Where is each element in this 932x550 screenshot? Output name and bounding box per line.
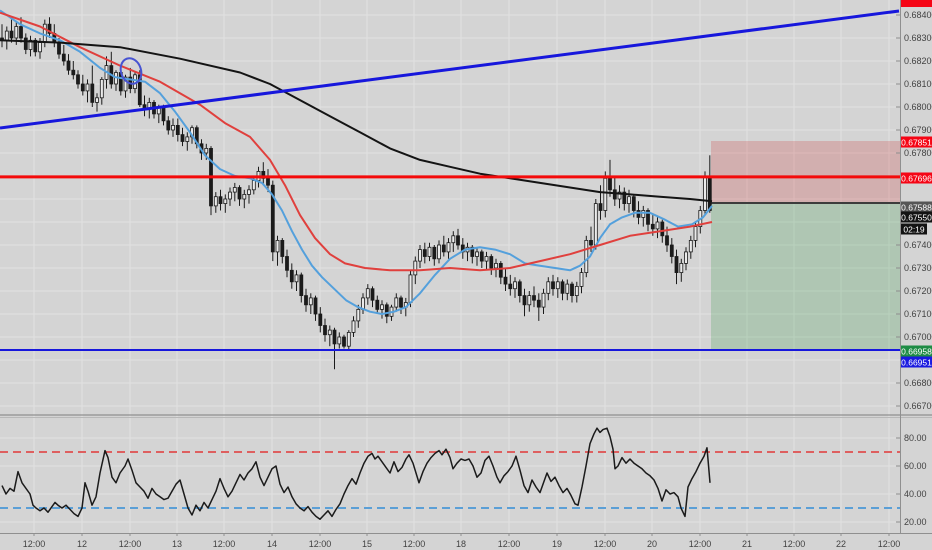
rsi-line — [1, 427, 711, 520]
ellipse-annotation[interactable] — [117, 56, 144, 87]
take-profit-zone[interactable] — [711, 203, 900, 350]
price-flag-label — [901, 356, 932, 368]
price-flag-text: 0.66951 — [901, 358, 932, 368]
time-axis[interactable]: 12:00 12 12:00 13 12:00 14 12:00 15 12:00 18 12:00… — [23, 533, 901, 549]
time-tick-label: 20 — [647, 539, 657, 549]
ma-red-line — [0, 11, 713, 272]
moving-average-lines — [0, 9, 713, 315]
time-tick-label: 18 — [456, 539, 466, 549]
time-tick-label: 12:00 — [119, 539, 142, 549]
price-tick-label: 0.66700 — [904, 401, 932, 411]
price-flag-label — [901, 211, 932, 223]
time-tick-label: 21 — [742, 539, 752, 549]
time-tick-label: 12:00 — [403, 539, 426, 549]
price-flag-label — [901, 201, 932, 213]
ascending-trendline[interactable] — [0, 9, 900, 130]
ma-blue-line — [0, 9, 713, 315]
price-flag-text: 0.67588 — [901, 203, 932, 213]
time-tick-label: 22 — [836, 539, 846, 549]
time-tick-label: 12:00 — [878, 539, 901, 549]
time-tick-label: 19 — [552, 539, 562, 549]
grid-lines — [0, 0, 900, 533]
price-flag-text: 0.67550 — [901, 213, 932, 223]
chart-drawings[interactable] — [0, 9, 900, 351]
time-tick-label: 12:00 — [213, 539, 236, 549]
price-flag-label — [901, 223, 927, 235]
rsi-tick-label: 40.00 — [904, 489, 927, 499]
rsi-tick-label: 20.00 — [904, 517, 927, 527]
cut-price-label — [901, 0, 932, 7]
short-position-tool[interactable] — [711, 141, 900, 350]
time-tick-label: 12:00 — [498, 539, 521, 549]
price-flag-label — [901, 172, 932, 184]
time-tick-label: 12:00 — [23, 539, 46, 549]
time-tick-label: 15 — [362, 539, 372, 549]
candlestick-series — [0, 17, 712, 370]
time-tick-label: 12:00 — [689, 539, 712, 549]
time-tick-label: 12 — [77, 539, 87, 549]
time-tick-label: 13 — [172, 539, 182, 549]
rsi-pane[interactable] — [0, 427, 900, 520]
time-tick-label: 12:00 — [783, 539, 806, 549]
time-tick-label: 12:00 — [309, 539, 332, 549]
price-flag-text: 0.67851 — [901, 138, 932, 148]
price-flag-text: 0.67696 — [901, 174, 932, 184]
time-tick-label: 12:00 — [594, 539, 617, 549]
ma-black-line — [0, 39, 713, 203]
price-flag-label — [901, 136, 932, 148]
price-flag-text: 02:19 — [903, 225, 925, 235]
stop-loss-zone[interactable] — [711, 141, 900, 203]
price-flag-label — [901, 345, 932, 357]
rsi-tick-label: 60.00 — [904, 461, 927, 471]
pane-borders — [0, 0, 932, 534]
price-flag-text: 0.66958 — [901, 347, 932, 357]
time-tick-label: 14 — [267, 539, 277, 549]
rsi-tick-label: 80.00 — [904, 433, 927, 443]
